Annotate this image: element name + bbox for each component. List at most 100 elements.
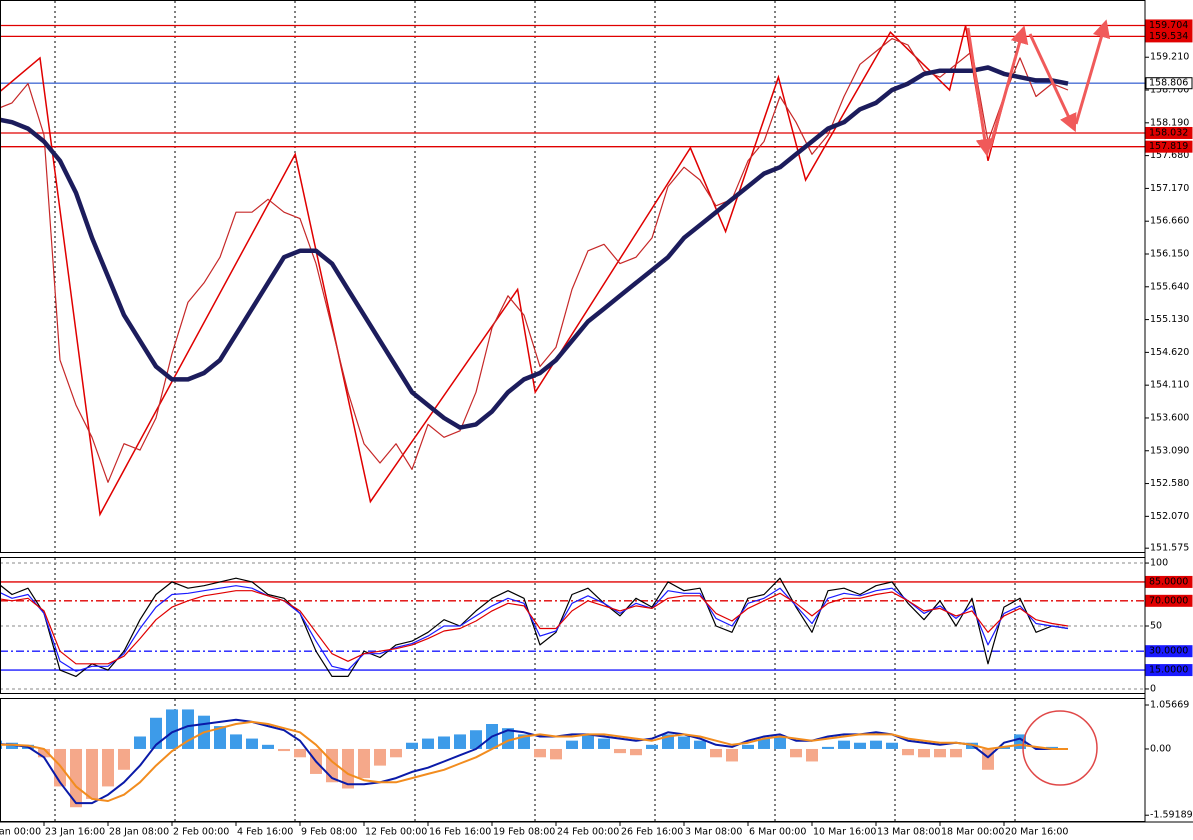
- y-tick-label: 154.620: [1150, 347, 1189, 358]
- histogram-bar: [598, 738, 610, 749]
- histogram-bar: [230, 734, 242, 749]
- histogram-bar: [422, 738, 434, 749]
- x-tick-label: 18 Mar 00:00: [941, 827, 1004, 838]
- histogram-bar: [134, 736, 146, 749]
- x-tick-label: 23 Jan 16:00: [45, 827, 105, 838]
- histogram-bar: [262, 744, 274, 749]
- x-tick-label: 9 Feb 08:00: [301, 827, 357, 838]
- x-tick-label: 13 Mar 08:00: [877, 827, 940, 838]
- histogram-bar: [406, 742, 418, 749]
- y-tick-label: 159.210: [1150, 52, 1189, 63]
- histogram-bar: [454, 734, 466, 749]
- level-label-box: [1145, 645, 1193, 658]
- zigzag-line: [0, 25, 1021, 517]
- y-tick-label: 151.575: [1150, 543, 1189, 554]
- x-tick-label: 6 Mar 00:00: [749, 827, 806, 838]
- histogram-bar: [166, 709, 178, 749]
- level-label-box: [1145, 140, 1193, 153]
- y-tick-label: -1.59189: [1150, 810, 1193, 821]
- histogram-bar: [150, 717, 162, 749]
- histogram-bar: [278, 748, 290, 752]
- histogram-bar: [918, 748, 930, 758]
- histogram-bar: [998, 746, 1010, 749]
- y-tick-label: 152.070: [1150, 511, 1189, 522]
- level-label-box: [1145, 77, 1193, 90]
- histogram-bar: [86, 748, 98, 799]
- y-tick-label: 156.660: [1150, 216, 1189, 227]
- y-tick-label: 156.150: [1150, 248, 1189, 259]
- level-label: 15.0000: [1149, 665, 1188, 676]
- x-tick-label: 4 Feb 16:00: [237, 827, 293, 838]
- x-tick-label: 3 Mar 08:00: [685, 827, 742, 838]
- histogram-bar: [774, 736, 786, 749]
- x-tick-label: 26 Feb 16:00: [621, 827, 683, 838]
- y-tick-label: 0.00: [1150, 743, 1171, 754]
- level-label: 30.0000: [1149, 646, 1188, 657]
- x-tick-label: 12 Feb 00:00: [365, 827, 427, 838]
- histogram-bar: [294, 748, 306, 758]
- arrow: [1028, 33, 1077, 133]
- y-tick-label: 155.640: [1150, 281, 1189, 292]
- histogram-bar: [758, 738, 770, 749]
- level-label: 157.819: [1149, 141, 1188, 152]
- histogram-bar: [502, 728, 514, 749]
- series-line: [0, 38, 1069, 483]
- histogram-bar: [118, 748, 130, 770]
- y-tick-label: 157.680: [1150, 150, 1189, 161]
- series-line: [0, 65, 1069, 430]
- histogram-bar: [630, 748, 642, 756]
- level-label-box: [1145, 575, 1193, 588]
- histogram-bar: [790, 748, 802, 758]
- histogram-bar: [886, 742, 898, 749]
- level-label: 159.704: [1149, 20, 1188, 31]
- x-tick-label: 16 Feb 16:00: [429, 827, 491, 838]
- highlight-circle: [1022, 710, 1098, 786]
- series-line: [0, 720, 1068, 802]
- x-tick-label: 28 Jan 08:00: [109, 827, 169, 838]
- x-tick-label: 22 Jan 00:00: [0, 827, 41, 838]
- series-line: [0, 590, 1069, 665]
- histogram-bar: [822, 746, 834, 749]
- histogram-bar: [534, 748, 546, 758]
- histogram-bar: [102, 748, 114, 787]
- histogram-bar: [806, 748, 818, 762]
- series-line: [0, 577, 1069, 677]
- histogram-bar: [1046, 746, 1058, 749]
- arrow: [1074, 19, 1111, 125]
- arrow: [988, 25, 1029, 149]
- histogram-bar: [246, 738, 258, 749]
- annotations: [966, 19, 1111, 786]
- y-tick-label: 50: [1150, 621, 1162, 632]
- y-tick-label: 153.600: [1150, 412, 1189, 423]
- histogram-bar: [470, 730, 482, 749]
- level-label: 70.0000: [1149, 595, 1188, 606]
- histogram-bar: [934, 748, 946, 758]
- histogram-bar: [614, 748, 626, 754]
- histogram-bar: [6, 742, 18, 749]
- level-label: 159.534: [1149, 31, 1188, 42]
- histogram-bar: [710, 748, 722, 758]
- x-tick-label: 24 Feb 00:00: [557, 827, 619, 838]
- histogram-bar: [550, 748, 562, 760]
- histogram-bar: [838, 740, 850, 749]
- arrow: [966, 27, 994, 157]
- histogram-bar: [950, 748, 962, 758]
- y-tick-label: 155.130: [1150, 314, 1189, 325]
- y-tick-label: 158.700: [1150, 85, 1189, 96]
- y-tick-label: 154.110: [1150, 380, 1189, 391]
- histogram-bar: [566, 740, 578, 749]
- histogram-bar: [438, 736, 450, 749]
- plot-area: [0, 1, 1145, 821]
- y-tick-label: 153.090: [1150, 445, 1189, 456]
- histogram-bar: [646, 744, 658, 749]
- y-tick-label: 152.580: [1150, 478, 1189, 489]
- x-tick-label: 20 Mar 16:00: [1005, 827, 1068, 838]
- x-tick-label: 10 Mar 16:00: [813, 827, 876, 838]
- level-label-box: [1145, 126, 1193, 139]
- histogram-bar: [214, 726, 226, 749]
- histogram-bar: [742, 744, 754, 749]
- histogram-bar: [678, 736, 690, 749]
- y-tick-label: 100: [1150, 558, 1168, 569]
- x-tick-label: 2 Feb 00:00: [173, 827, 229, 838]
